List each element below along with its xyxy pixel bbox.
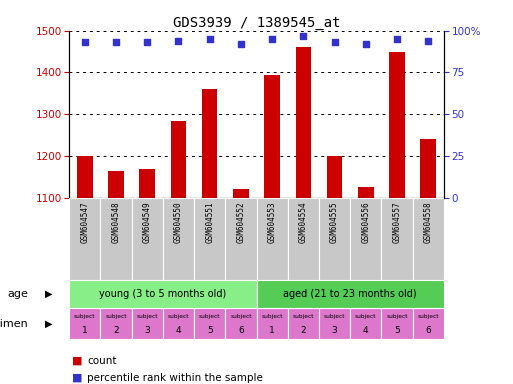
Bar: [194, 198, 225, 280]
Text: 6: 6: [425, 326, 431, 335]
Text: ▶: ▶: [45, 319, 52, 329]
Text: 3: 3: [144, 326, 150, 335]
Text: specimen: specimen: [0, 319, 28, 329]
Text: GSM604551: GSM604551: [205, 201, 214, 243]
Text: 5: 5: [207, 326, 212, 335]
Bar: [412, 198, 444, 280]
Text: 6: 6: [238, 326, 244, 335]
Bar: [69, 198, 101, 280]
Point: [237, 41, 245, 47]
Point: [143, 39, 151, 45]
Bar: [381, 198, 412, 280]
Text: subject: subject: [199, 314, 221, 319]
Bar: [101, 308, 132, 339]
Text: GSM604558: GSM604558: [424, 201, 432, 243]
Text: GSM604555: GSM604555: [330, 201, 339, 243]
Bar: [163, 308, 194, 339]
Point: [268, 36, 276, 42]
Point: [81, 39, 89, 45]
Text: GSM604554: GSM604554: [299, 201, 308, 243]
Text: subject: subject: [230, 314, 252, 319]
Text: subject: subject: [74, 314, 95, 319]
Bar: [194, 308, 225, 339]
Bar: [171, 121, 186, 198]
Point: [362, 41, 370, 47]
Text: GSM604550: GSM604550: [174, 201, 183, 243]
Bar: [350, 198, 381, 280]
Bar: [264, 74, 280, 198]
Bar: [389, 51, 405, 198]
Point: [206, 36, 214, 42]
Text: GSM604556: GSM604556: [361, 201, 370, 243]
Bar: [202, 89, 218, 198]
Bar: [319, 308, 350, 339]
Bar: [233, 189, 249, 198]
Text: ■: ■: [72, 356, 82, 366]
Bar: [225, 198, 256, 280]
Text: 4: 4: [175, 326, 181, 335]
Text: subject: subject: [386, 314, 408, 319]
Bar: [69, 280, 256, 308]
Text: subject: subject: [292, 314, 314, 319]
Bar: [327, 156, 342, 198]
Bar: [358, 187, 373, 198]
Text: subject: subject: [168, 314, 189, 319]
Text: count: count: [87, 356, 117, 366]
Bar: [256, 280, 444, 308]
Bar: [420, 139, 436, 198]
Text: 3: 3: [331, 326, 338, 335]
Text: 2: 2: [301, 326, 306, 335]
Text: subject: subject: [355, 314, 377, 319]
Bar: [163, 198, 194, 280]
Text: subject: subject: [418, 314, 439, 319]
Text: GSM604548: GSM604548: [111, 201, 121, 243]
Bar: [350, 308, 381, 339]
Bar: [412, 308, 444, 339]
Bar: [288, 308, 319, 339]
Bar: [225, 308, 256, 339]
Text: subject: subject: [105, 314, 127, 319]
Text: 5: 5: [394, 326, 400, 335]
Point: [393, 36, 401, 42]
Point: [112, 39, 120, 45]
Text: GSM604549: GSM604549: [143, 201, 152, 243]
Point: [299, 33, 307, 39]
Text: GSM604547: GSM604547: [81, 201, 89, 243]
Text: age: age: [7, 289, 28, 299]
Text: ■: ■: [72, 373, 82, 383]
Bar: [108, 170, 124, 198]
Text: GSM604552: GSM604552: [236, 201, 245, 243]
Bar: [381, 308, 412, 339]
Text: GSM604553: GSM604553: [268, 201, 277, 243]
Text: ▶: ▶: [45, 289, 52, 299]
Bar: [132, 198, 163, 280]
Bar: [256, 198, 288, 280]
Bar: [69, 308, 101, 339]
Point: [174, 38, 183, 44]
Text: 1: 1: [82, 326, 88, 335]
Text: 4: 4: [363, 326, 368, 335]
Text: aged (21 to 23 months old): aged (21 to 23 months old): [283, 289, 417, 299]
Text: 2: 2: [113, 326, 119, 335]
Bar: [319, 198, 350, 280]
Point: [330, 39, 339, 45]
Text: subject: subject: [324, 314, 345, 319]
Bar: [295, 47, 311, 198]
Title: GDS3939 / 1389545_at: GDS3939 / 1389545_at: [173, 16, 340, 30]
Bar: [256, 308, 288, 339]
Text: subject: subject: [261, 314, 283, 319]
Bar: [77, 156, 93, 198]
Text: young (3 to 5 months old): young (3 to 5 months old): [99, 289, 227, 299]
Point: [424, 38, 432, 44]
Text: percentile rank within the sample: percentile rank within the sample: [87, 373, 263, 383]
Bar: [288, 198, 319, 280]
Text: GSM604557: GSM604557: [392, 201, 402, 243]
Bar: [140, 169, 155, 198]
Text: 1: 1: [269, 326, 275, 335]
Bar: [101, 198, 132, 280]
Text: subject: subject: [136, 314, 158, 319]
Bar: [132, 308, 163, 339]
